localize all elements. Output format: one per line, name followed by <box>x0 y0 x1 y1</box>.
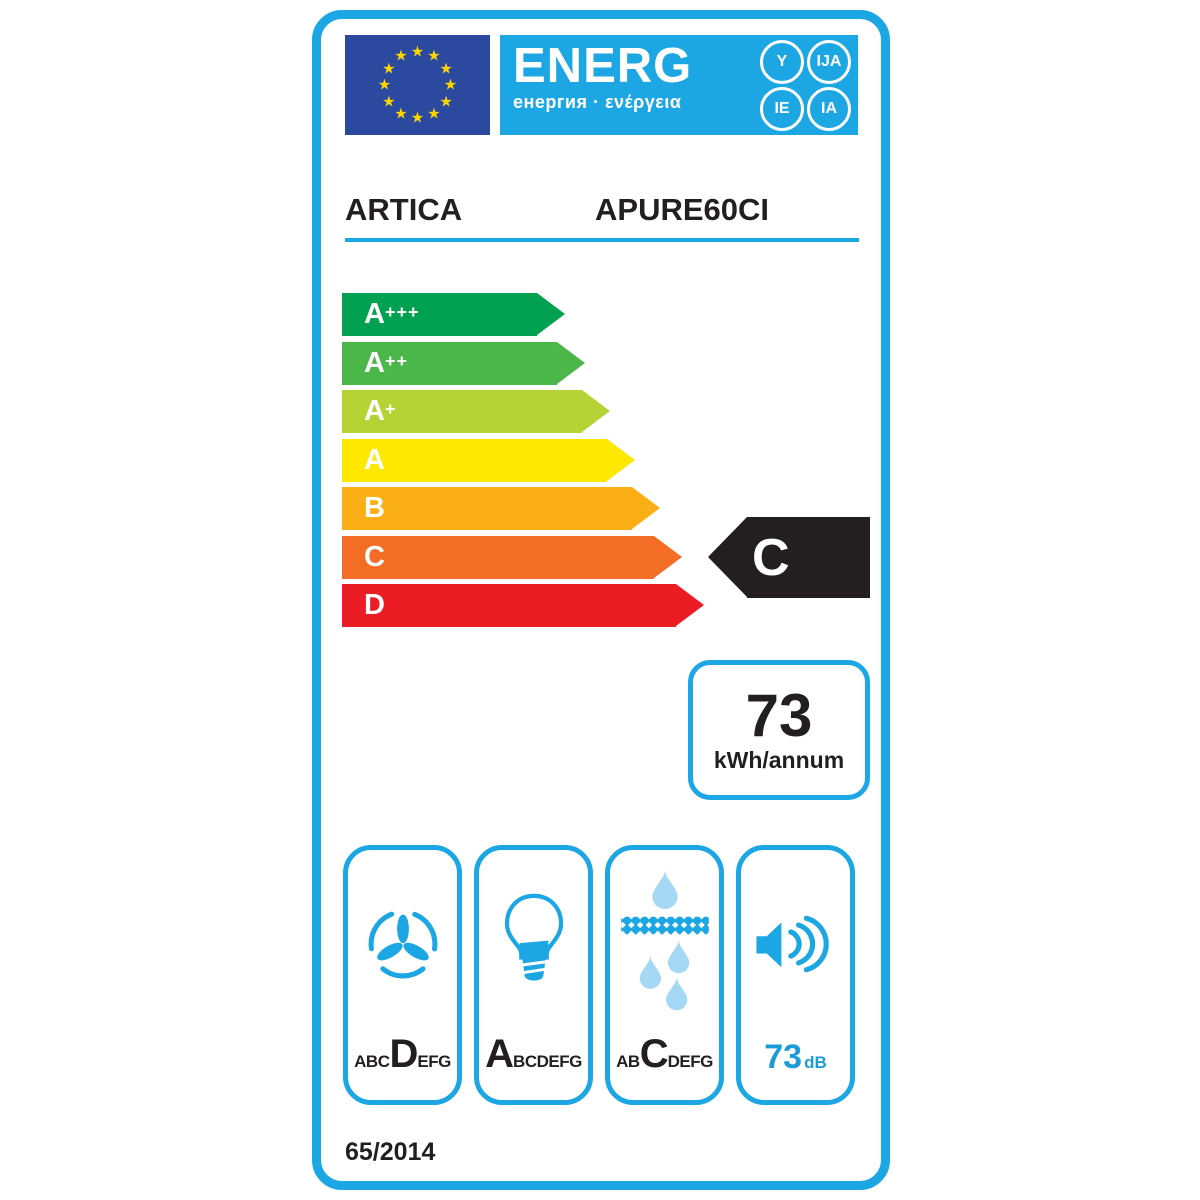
grade-label: A <box>364 443 385 476</box>
flag-star: ★ <box>410 109 425 127</box>
noise-value: 73 <box>764 1038 803 1076</box>
flag-star: ★ <box>439 60 453 77</box>
rating-arrow-app: A++ <box>342 341 704 385</box>
energ-subtitle: енергия · ενέργεια <box>513 92 682 112</box>
class-letters-post: BCDEFG <box>513 1052 582 1071</box>
speaker-icon <box>741 860 850 1028</box>
grade-label: C <box>364 540 385 573</box>
language-suffix-circles: Y IJA IE IA <box>760 39 851 131</box>
grade-label: B <box>364 492 385 524</box>
rating-arrow-a: A <box>342 438 704 482</box>
energy-consumption-unit: kWh/annum <box>713 746 845 773</box>
noise-value-row: 73 dB <box>741 1040 850 1074</box>
grade-label: A+++ <box>364 298 420 330</box>
suffix-circle-ie: IE <box>760 86 804 131</box>
grease-class-letters: AB C DEFG <box>610 1034 719 1074</box>
rating-arrow-appp: A+++ <box>342 293 704 336</box>
grade-label: A++ <box>364 346 408 379</box>
bulb-icon <box>479 860 588 1028</box>
fan-efficiency-box: ABC D EFG <box>343 845 462 1105</box>
grease-filter-icon <box>610 860 719 1028</box>
suffix-circle-ia: IA <box>807 86 851 131</box>
flag-star: ★ <box>427 105 441 123</box>
energy-consumption-value: 73 <box>745 681 813 749</box>
flag-star: ★ <box>382 93 396 110</box>
selected-class-cursor: C <box>708 517 870 598</box>
fan-icon <box>348 860 457 1028</box>
cursor-arrow-tip <box>708 517 747 597</box>
brand-underline <box>345 238 859 242</box>
energ-title: ENERG <box>513 39 693 93</box>
suffix-circle-ija: IJA <box>807 39 851 84</box>
class-letters-pre: ABC <box>354 1052 390 1071</box>
rating-arrow-b: B <box>342 487 704 530</box>
flag-star: ★ <box>382 60 396 77</box>
selected-class-value: C <box>747 517 870 598</box>
rating-arrow-ap: A+ <box>342 390 704 433</box>
regulation-number: 65/2014 <box>345 1138 436 1166</box>
class-letters-post: EFG <box>417 1052 451 1071</box>
class-letter-selected: C <box>639 1032 669 1076</box>
noise-unit: dB <box>804 1053 827 1072</box>
class-letters-post: DEFG <box>667 1052 714 1071</box>
eu-flag: ★ ★ ★ ★ ★ ★ ★ ★ ★ ★ ★ ★ <box>345 35 490 135</box>
noise-level-box: 73 dB <box>736 845 855 1105</box>
energ-header: ENERG енергия · ενέργεια Y IJA IE IA <box>500 35 858 135</box>
flag-star: ★ <box>427 47 441 65</box>
class-letter-selected: A <box>485 1032 514 1076</box>
brand-name: ARTICA <box>345 192 463 227</box>
rating-arrow-d: D <box>342 584 704 627</box>
suffix-circle-y: Y <box>760 39 804 84</box>
energ-wordmark: ENERG енергия · ενέργεια <box>513 42 692 135</box>
grease-filtering-box: AB C DEFG <box>605 845 724 1105</box>
energy-consumption-box: 73 kWh/annum <box>688 660 870 800</box>
lighting-class-letters: A BCDEFG <box>479 1034 588 1074</box>
fan-class-letters: ABC D EFG <box>348 1034 457 1074</box>
flag-star: ★ <box>377 76 392 94</box>
class-letters-pre: AB <box>616 1052 640 1071</box>
class-letter-selected: D <box>389 1032 419 1076</box>
grade-label: D <box>364 589 385 621</box>
rating-scale: A+++ A++ A+ A B C D <box>342 293 704 633</box>
flag-star: ★ <box>394 105 408 123</box>
model-name: APURE60CI <box>595 192 769 227</box>
flag-star: ★ <box>410 43 425 61</box>
rating-arrow-c: C <box>342 535 704 579</box>
eu-energy-label: ★ ★ ★ ★ ★ ★ ★ ★ ★ ★ ★ ★ ENERG енергия · ενέργεια Y … <box>312 10 890 1190</box>
flag-star: ★ <box>443 76 458 94</box>
flag-star: ★ <box>439 93 453 110</box>
flag-star: ★ <box>394 47 408 65</box>
lighting-efficiency-box: A BCDEFG <box>474 845 593 1105</box>
grade-label: A+ <box>364 395 397 427</box>
